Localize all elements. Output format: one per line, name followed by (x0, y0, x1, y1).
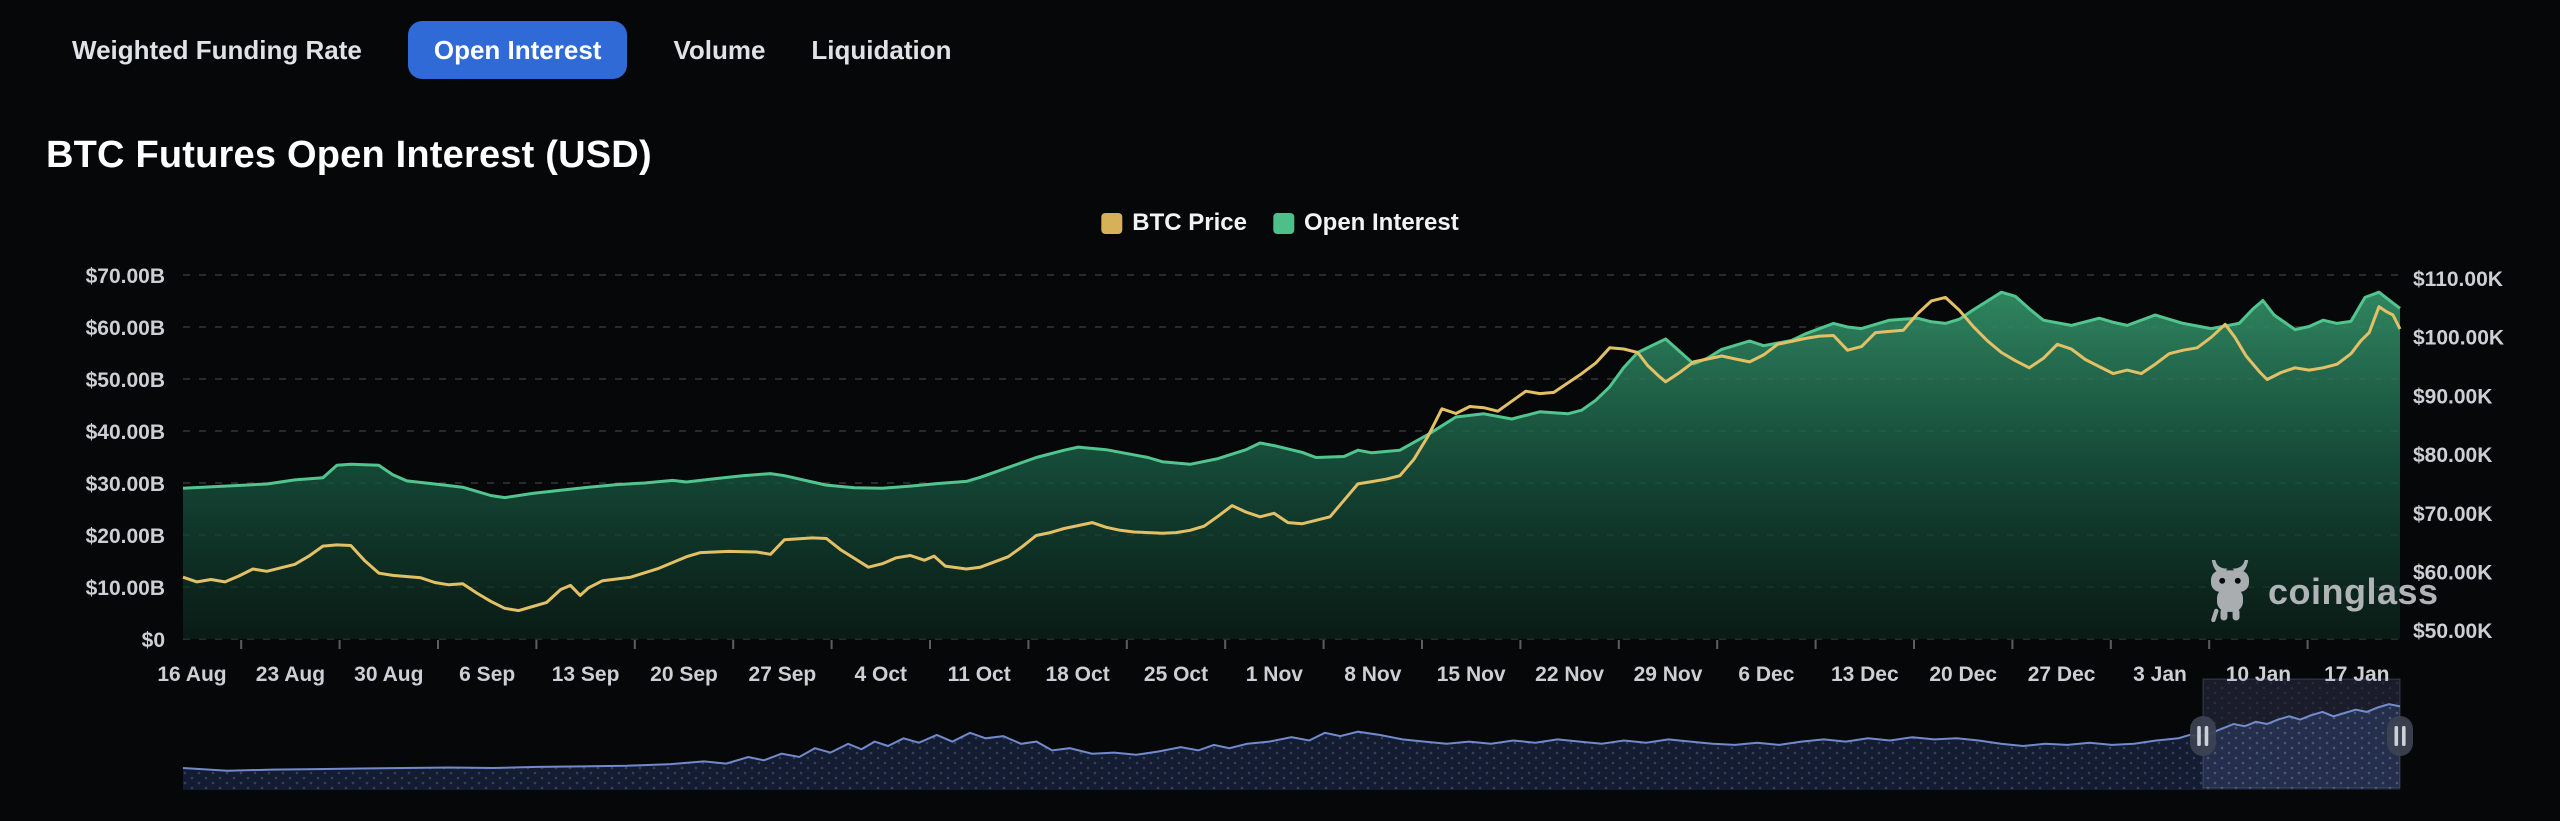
x-axis-label: 6 Dec (1738, 663, 1794, 686)
right-axis-label: $100.00K (2413, 327, 2504, 350)
x-axis-label: 13 Sep (552, 663, 620, 686)
left-axis-label: $40.00B (86, 421, 165, 444)
navigator-handle-right[interactable] (2387, 716, 2413, 756)
x-axis-label: 16 Aug (157, 663, 226, 686)
left-axis-label: $50.00B (86, 369, 165, 392)
right-axis-label: $110.00K (2413, 268, 2503, 291)
btc-price-line (182, 295, 2402, 613)
open-interest-area (183, 292, 2400, 639)
tab-open-interest[interactable]: Open Interest (407, 21, 628, 79)
x-axis-label: 27 Sep (749, 663, 817, 686)
x-axis-label: 15 Nov (1437, 663, 1506, 686)
x-axis-label: 3 Jan (2133, 663, 2187, 686)
btc-price-swatch (1101, 212, 1123, 234)
chart-legend: BTC Price Open Interest (1101, 209, 1459, 237)
page-title: BTC Futures Open Interest (USD) (46, 134, 652, 176)
tab-liquidation[interactable]: Liquidation (811, 34, 952, 65)
watermark-text: coinglass (2268, 571, 2439, 612)
legend-item-open-interest[interactable]: Open Interest (1273, 209, 1459, 237)
legend-item-btc-price[interactable]: BTC Price (1101, 209, 1247, 237)
x-axis-label: 30 Aug (354, 663, 423, 686)
x-axis-label: 8 Nov (1344, 663, 1402, 686)
tab-weighted-funding-rate[interactable]: Weighted Funding Rate (72, 34, 362, 65)
right-axis-label: $50.00K (2413, 620, 2492, 643)
chart-tabs: Weighted Funding Rate Open Interest Volu… (72, 21, 952, 79)
x-axis: 16 Aug 23 Aug 30 Aug 6 Sep 13 Sep 20 Sep 27 Se… (157, 640, 2389, 686)
left-axis-label: $30.00B (86, 473, 165, 496)
legend-label-btc-price: BTC Price (1132, 209, 1247, 236)
right-axis-label: $90.00K (2413, 385, 2492, 408)
tab-volume[interactable]: Volume (673, 34, 766, 65)
left-axis-label: $70.00B (86, 265, 165, 288)
x-axis-label: 11 Oct (948, 663, 1011, 686)
left-axis-label: $10.00B (86, 577, 165, 600)
coinglass-logo-icon (2210, 560, 2250, 623)
x-axis-label: 22 Nov (1535, 663, 1604, 686)
coinglass-watermark: coinglass (2204, 560, 2439, 624)
x-axis-label: 4 Oct (855, 663, 908, 686)
right-axis-label: $70.00K (2413, 503, 2492, 526)
open-interest-line (182, 290, 2401, 500)
left-axis-label: $0 (142, 629, 165, 652)
right-axis-label: $80.00K (2413, 444, 2492, 467)
open-interest-swatch (1273, 212, 1294, 234)
left-axis-label: $20.00B (86, 525, 165, 548)
x-axis-label: 20 Sep (650, 663, 718, 686)
x-axis-label: 27 Dec (2028, 663, 2096, 686)
right-axis-label: $60.00K (2413, 562, 2492, 585)
x-axis-label: 23 Aug (256, 663, 325, 686)
x-axis-label: 29 Nov (1634, 663, 1703, 686)
x-axis-label: 6 Sep (459, 663, 515, 686)
legend-label-open-interest: Open Interest (1304, 209, 1459, 236)
chart-navigator[interactable] (182, 678, 2413, 790)
x-axis-label: 13 Dec (1831, 663, 1899, 686)
x-axis-label: 25 Oct (1144, 663, 1208, 686)
left-axis-label: $60.00B (86, 317, 165, 340)
right-axis: $110.00K $100.00K $90.00K $80.00K $70.00K $60… (2413, 268, 2504, 643)
x-axis-label: 18 Oct (1045, 663, 1109, 686)
navigator-handle-left[interactable] (2190, 716, 2216, 756)
x-axis-label: 20 Dec (1929, 663, 1997, 686)
x-axis-label: 1 Nov (1246, 663, 1304, 686)
